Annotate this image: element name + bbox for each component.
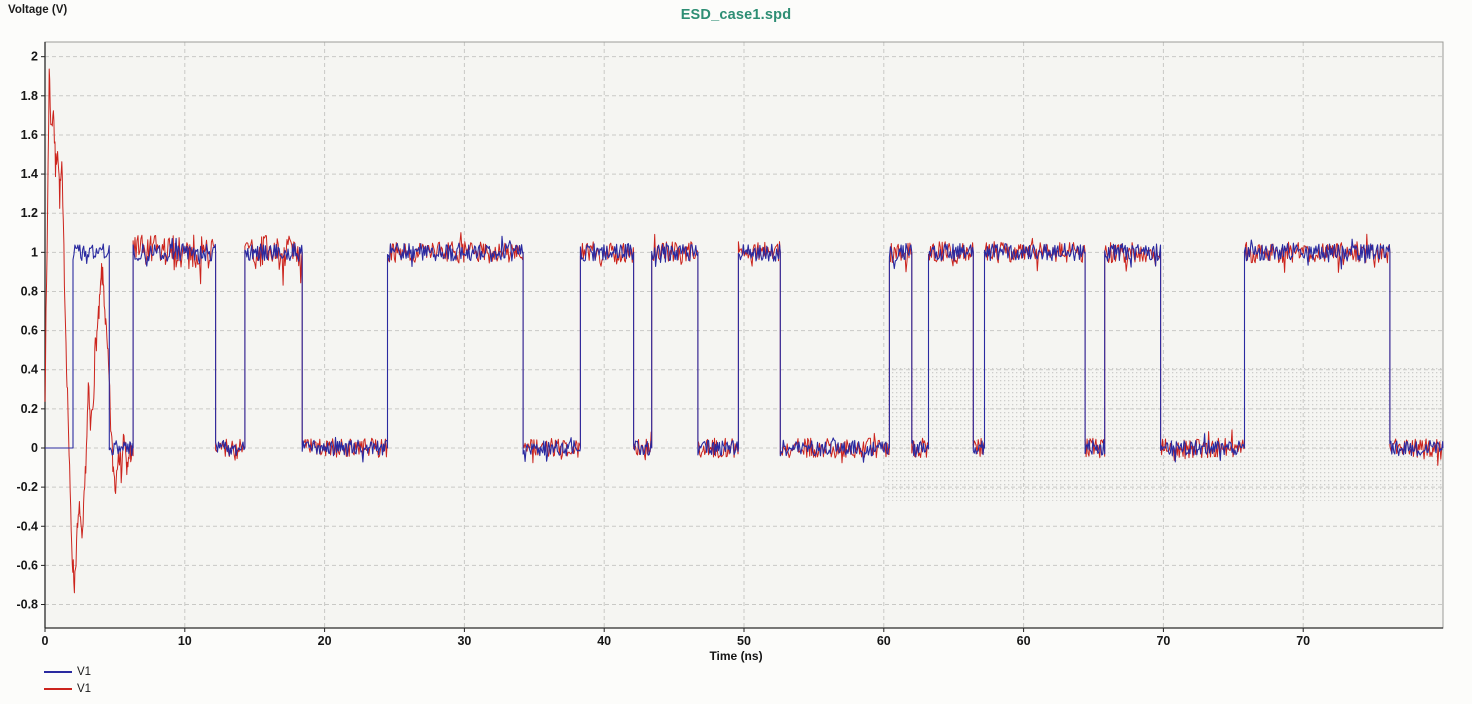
svg-text:0.4: 0.4 bbox=[21, 363, 38, 377]
svg-text:-0.6: -0.6 bbox=[16, 558, 38, 572]
svg-text:10: 10 bbox=[178, 634, 192, 648]
svg-text:50: 50 bbox=[737, 634, 751, 648]
plot-title: ESD_case1.spd bbox=[680, 7, 792, 23]
legend-line-blue-icon bbox=[44, 670, 72, 673]
svg-text:30: 30 bbox=[457, 634, 471, 648]
svg-text:0.2: 0.2 bbox=[21, 402, 38, 416]
legend-label-v1-blue: V1 bbox=[77, 665, 92, 678]
svg-text:70: 70 bbox=[1296, 634, 1310, 648]
svg-text:0: 0 bbox=[31, 441, 38, 455]
y-axis-title: Voltage (V) bbox=[8, 4, 68, 16]
svg-text:0.8: 0.8 bbox=[21, 284, 38, 298]
svg-text:1: 1 bbox=[31, 245, 38, 259]
svg-text:60: 60 bbox=[1017, 634, 1031, 648]
svg-text:0.6: 0.6 bbox=[21, 324, 38, 338]
legend: V1 V1 bbox=[44, 663, 91, 697]
legend-item-v1-red: V1 bbox=[44, 680, 91, 697]
x-axis-title: Time (ns) bbox=[709, 649, 763, 663]
svg-text:60: 60 bbox=[877, 634, 891, 648]
svg-text:20: 20 bbox=[318, 634, 332, 648]
legend-label-v1-red: V1 bbox=[77, 682, 92, 695]
svg-text:2: 2 bbox=[31, 50, 38, 64]
svg-text:0: 0 bbox=[42, 634, 49, 648]
svg-text:1.8: 1.8 bbox=[21, 89, 38, 103]
legend-item-v1-blue: V1 bbox=[44, 663, 91, 680]
svg-text:1.4: 1.4 bbox=[21, 167, 38, 181]
svg-text:-0.8: -0.8 bbox=[16, 598, 38, 612]
svg-text:70: 70 bbox=[1156, 634, 1170, 648]
svg-text:-0.4: -0.4 bbox=[16, 519, 38, 533]
svg-text:40: 40 bbox=[597, 634, 611, 648]
legend-line-red-icon bbox=[44, 687, 72, 690]
svg-text:-0.2: -0.2 bbox=[16, 480, 38, 494]
svg-text:1.6: 1.6 bbox=[21, 128, 38, 142]
svg-text:1.2: 1.2 bbox=[21, 206, 38, 220]
